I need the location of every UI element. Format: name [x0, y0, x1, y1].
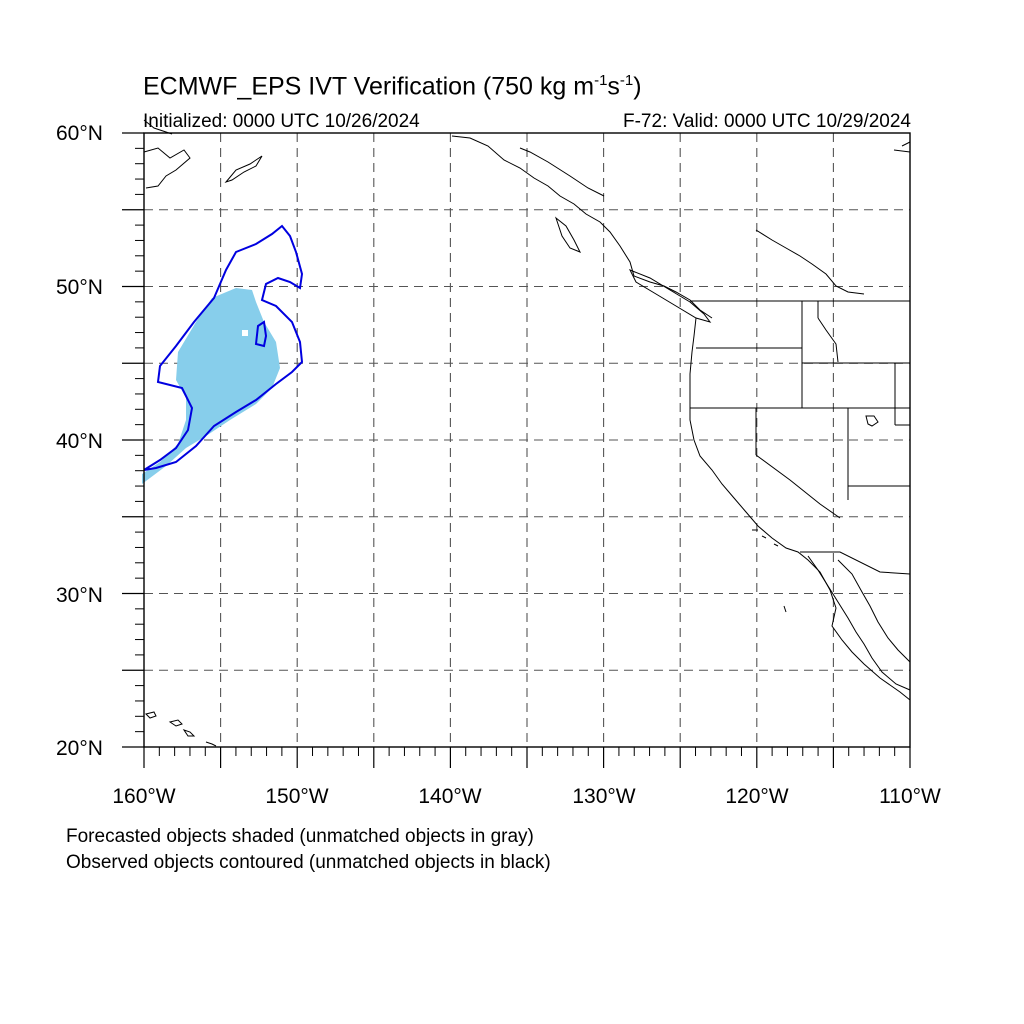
- lat-label-40: 40°N: [56, 430, 103, 453]
- baja: [807, 555, 911, 691]
- us-west-coast: [689, 317, 911, 701]
- map-title: ECMWF_EPS IVT Verification (750 kg m-1s-…: [143, 72, 642, 101]
- bc-interior: [755, 229, 865, 295]
- forecast-caption: Forecasted objects shaded (unmatched obj…: [66, 826, 534, 847]
- haida-gwaii: [554, 216, 582, 253]
- initialized-time: Initialized: 0000 UTC 10/26/2024: [143, 111, 420, 132]
- axis-ticks: [122, 132, 911, 768]
- observed-caption: Observed objects contoured (unmatched ob…: [66, 852, 551, 873]
- hawaii: [145, 711, 217, 747]
- lon-label-160w: 160°W: [112, 785, 176, 808]
- coastlines: [143, 119, 911, 747]
- lat-label-30: 30°N: [56, 584, 103, 607]
- vancouver-island: [628, 269, 712, 323]
- observed-object-contours: [143, 224, 304, 471]
- forecast-object: [142, 288, 280, 484]
- valid-time: F-72: Valid: 0000 UTC 10/29/2024: [623, 111, 911, 132]
- alaska-west: [143, 147, 191, 189]
- lon-label-110w: 110°W: [879, 785, 941, 808]
- lat-label-60: 60°N: [56, 122, 103, 145]
- forecast-hole: [242, 330, 248, 336]
- lon-label-140w: 140°W: [418, 785, 482, 808]
- lat-label-20: 20°N: [56, 737, 103, 760]
- state-borders: [690, 300, 911, 575]
- lon-label-130w: 130°W: [572, 785, 636, 808]
- lat-label-50: 50°N: [56, 276, 103, 299]
- minor-ticks: [135, 147, 896, 756]
- grid-lines: [144, 133, 910, 747]
- canada-coast: [451, 135, 713, 319]
- lon-label-120w: 120°W: [725, 785, 789, 808]
- lon-label-150w: 150°W: [265, 785, 329, 808]
